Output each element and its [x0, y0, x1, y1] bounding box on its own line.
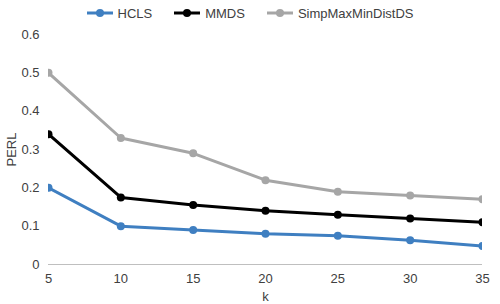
svg-text:PERL: PERL [4, 133, 19, 167]
svg-text:0: 0 [32, 257, 39, 272]
svg-text:15: 15 [186, 271, 200, 286]
svg-text:30: 30 [403, 271, 417, 286]
svg-text:0.6: 0.6 [21, 27, 39, 42]
svg-text:20: 20 [258, 271, 272, 286]
svg-text:k: k [262, 289, 269, 304]
svg-text:0.3: 0.3 [21, 142, 39, 157]
svg-text:0.4: 0.4 [21, 103, 39, 118]
svg-text:0.1: 0.1 [21, 218, 39, 233]
svg-text:0.2: 0.2 [21, 180, 39, 195]
svg-text:0.5: 0.5 [21, 65, 39, 80]
svg-text:35: 35 [475, 271, 489, 286]
html-text:HCLS: HCLS [117, 5, 153, 21]
svg-text:10: 10 [114, 271, 128, 286]
svg-text:5: 5 [45, 271, 52, 286]
html-text:SimpMaxMinDistDS: SimpMaxMinDistDS [297, 5, 414, 21]
svg-text:25: 25 [331, 271, 345, 286]
html-text:MMDS: MMDS [205, 5, 245, 21]
